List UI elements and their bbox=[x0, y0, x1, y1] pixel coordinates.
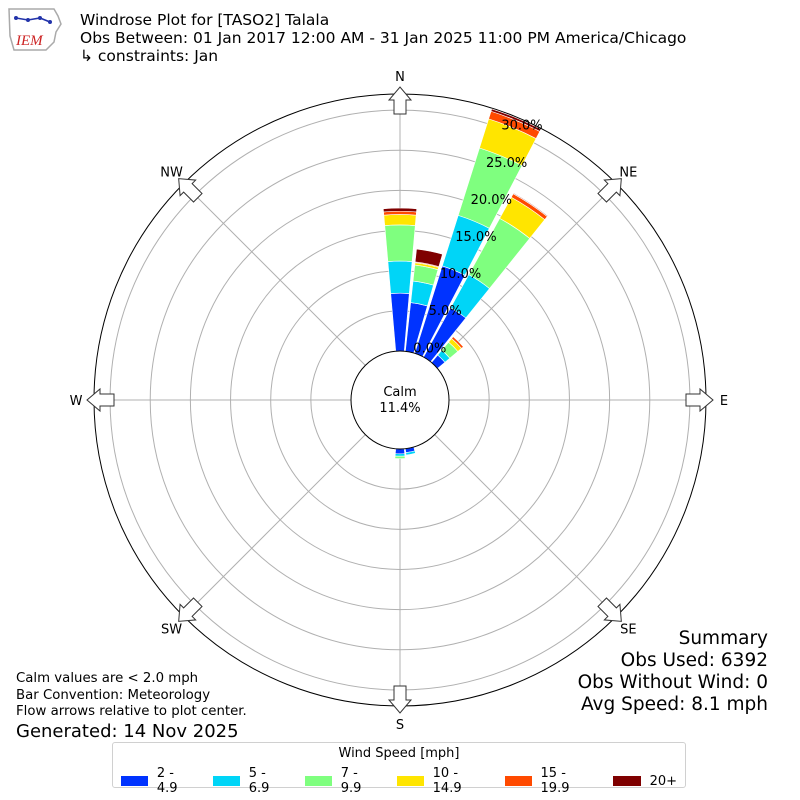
radial-tick-label: 20.0% bbox=[471, 193, 512, 208]
legend-title: Wind Speed [mph] bbox=[338, 746, 460, 761]
legend-label: 15 - 19.9 bbox=[540, 766, 570, 796]
direction-label-w: W bbox=[70, 394, 83, 409]
legend-entry: 10 - 14.9 bbox=[396, 766, 489, 796]
bar-segment bbox=[490, 108, 542, 132]
flow-arrow-e bbox=[685, 387, 714, 413]
summary-avg-speed: Avg Speed: 8.1 mph bbox=[580, 694, 768, 715]
legend-label: 20+ bbox=[649, 773, 677, 789]
legend-entry: 15 - 19.9 bbox=[504, 766, 597, 796]
summary-obs-without-wind: Obs Without Wind: 0 bbox=[577, 672, 768, 693]
bar-segment bbox=[512, 192, 549, 217]
bar-segment bbox=[451, 336, 464, 349]
flow-arrow-n bbox=[387, 86, 413, 115]
legend-swatch bbox=[504, 776, 532, 786]
grid-ring bbox=[189, 189, 611, 611]
direction-label-n: N bbox=[395, 70, 405, 85]
flow-arrow-s bbox=[387, 685, 413, 714]
title-line-station: Windrose Plot for [TASO2] Talala bbox=[80, 11, 330, 29]
calm-label: Calm bbox=[383, 385, 416, 400]
plot-title: Windrose Plot for [TASO2] Talala Obs Bet… bbox=[80, 11, 686, 65]
calm-circle bbox=[350, 350, 450, 450]
legend-label: 5 - 6.9 bbox=[248, 766, 270, 796]
legend-label: 10 - 14.9 bbox=[432, 766, 462, 796]
radial-tick-label: 10.0% bbox=[440, 267, 481, 282]
legend-swatch bbox=[396, 776, 424, 786]
flow-arrow-nw bbox=[178, 178, 203, 203]
legend-entry: 7 - 9.9 bbox=[304, 766, 381, 796]
bar-segment bbox=[414, 248, 443, 267]
legend-entry: 20+ bbox=[612, 766, 677, 796]
direction-label-ne: NE bbox=[619, 166, 637, 181]
sector-33.75 bbox=[423, 192, 549, 363]
bar-segment bbox=[410, 280, 434, 307]
sector-0 bbox=[382, 207, 418, 352]
summary-obs-used: Obs Used: 6392 bbox=[620, 650, 768, 671]
flow-arrow-w bbox=[86, 387, 115, 413]
flow-arrow-sw bbox=[178, 597, 203, 622]
calm-note: Calm values are < 2.0 mph bbox=[16, 671, 199, 686]
grid-spoke bbox=[434, 183, 617, 366]
bar-segment bbox=[382, 207, 418, 213]
summary-box: Summary Obs Used: 6392 Obs Without Wind:… bbox=[578, 628, 768, 716]
summary-heading: Summary bbox=[678, 628, 768, 649]
direction-label-sw: SW bbox=[161, 622, 182, 637]
legend-entry: 5 - 6.9 bbox=[212, 766, 289, 796]
sector-180 bbox=[394, 448, 406, 459]
sector-11.25 bbox=[405, 248, 443, 354]
flow-arrow-se bbox=[597, 597, 622, 622]
generated-date: Generated: 14 Nov 2025 bbox=[16, 720, 239, 742]
legend-swatch bbox=[612, 776, 641, 786]
legend-swatch bbox=[121, 776, 148, 786]
iem-logo-graphic: IEM bbox=[8, 8, 62, 51]
bar-segment bbox=[387, 260, 413, 294]
direction-label-se: SE bbox=[620, 622, 636, 637]
flow-arrows-note: Flow arrows relative to plot center. bbox=[16, 704, 247, 719]
legend-label: 2 - 4.9 bbox=[156, 766, 178, 796]
speed-legend: Wind Speed [mph] 2 - 4.9 5 - 6.9 7 - 9.9 10… bbox=[112, 742, 686, 796]
direction-label-e: E bbox=[720, 394, 728, 409]
bar-convention-note: Bar Convention: Meteorology bbox=[16, 687, 211, 703]
legend-items: 2 - 4.9 5 - 6.9 7 - 9.9 10 - 14.9 15 - 19.9 2… bbox=[113, 766, 685, 796]
radial-tick-label: 25.0% bbox=[486, 156, 527, 171]
radial-tick-label: 0.0% bbox=[413, 341, 446, 356]
grid-spoke bbox=[434, 434, 617, 617]
bar-segment bbox=[405, 450, 416, 456]
calm-value: 11.4% bbox=[379, 401, 420, 416]
legend-entry: 2 - 4.9 bbox=[121, 766, 197, 796]
grid-ring bbox=[149, 149, 651, 651]
iem-logo: IEM bbox=[6, 6, 64, 52]
bar-segment bbox=[384, 224, 416, 262]
direction-label-s: S bbox=[396, 718, 404, 733]
bar-segment bbox=[383, 214, 417, 226]
sector-22.5 bbox=[414, 108, 542, 357]
flow-arrow-ne bbox=[597, 178, 622, 203]
radial-tick-label: 5.0% bbox=[429, 304, 462, 319]
radial-tick-label: 30.0% bbox=[501, 119, 542, 134]
title-line-constraints: ↳ constraints: Jan bbox=[80, 47, 219, 65]
logo-text: IEM bbox=[15, 33, 44, 49]
grid-spoke bbox=[183, 183, 366, 366]
legend-swatch bbox=[212, 776, 240, 786]
direction-label-nw: NW bbox=[160, 166, 183, 181]
bar-segment bbox=[394, 448, 406, 455]
grid-spoke bbox=[183, 434, 366, 617]
title-line-period: Obs Between: 01 Jan 2017 12:00 AM - 31 J… bbox=[80, 29, 687, 47]
legend-swatch bbox=[304, 776, 332, 786]
bar-segment bbox=[394, 455, 406, 459]
legend-label: 7 - 9.9 bbox=[340, 766, 362, 796]
radial-tick-label: 15.0% bbox=[455, 230, 496, 245]
plot-notes: Calm values are < 2.0 mph Bar Convention… bbox=[16, 671, 247, 743]
